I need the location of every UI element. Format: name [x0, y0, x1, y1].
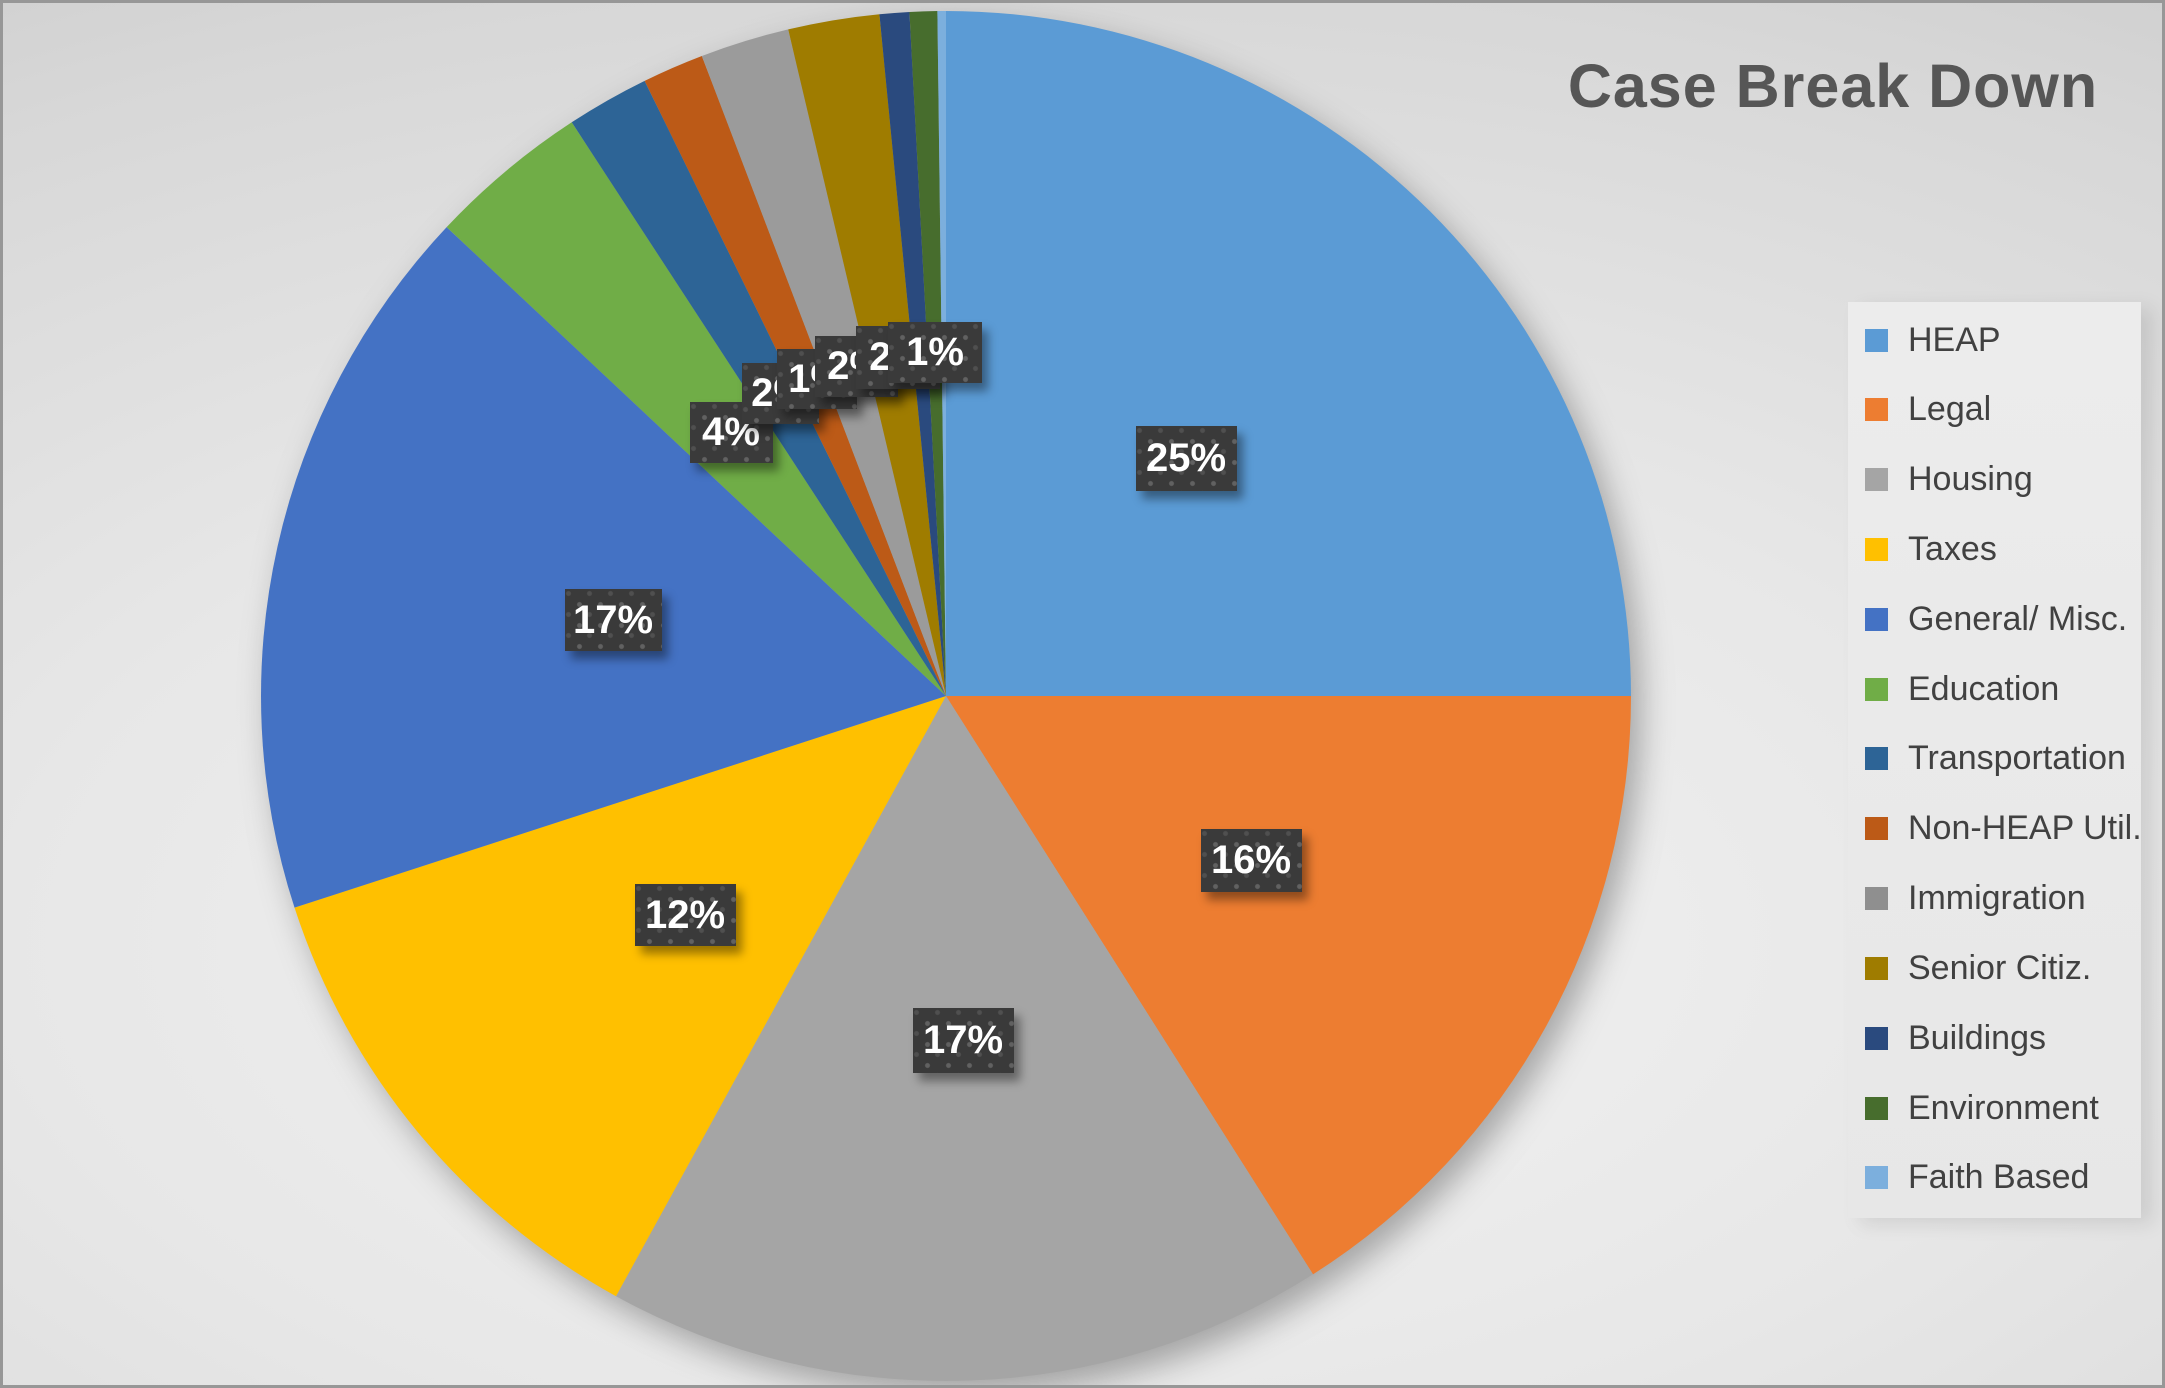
- pie-slice-legal[interactable]: [946, 696, 1631, 1275]
- pie-slice-taxes[interactable]: [294, 696, 946, 1297]
- legend-item-faith-based[interactable]: Faith Based: [1848, 1156, 2141, 1200]
- legend-item-general-misc[interactable]: General/ Misc.: [1848, 597, 2141, 641]
- legend-item-legal[interactable]: Legal: [1848, 388, 2141, 432]
- legend-label-buildings: Buildings: [1908, 1018, 2046, 1057]
- legend-item-immigration[interactable]: Immigration: [1848, 877, 2141, 921]
- legend-swatch-transportation: [1865, 747, 1888, 771]
- legend-item-heap[interactable]: HEAP: [1848, 318, 2141, 362]
- legend-label-housing: Housing: [1908, 460, 2033, 499]
- legend-item-education[interactable]: Education: [1848, 667, 2141, 711]
- legend-swatch-taxes: [1865, 537, 1888, 561]
- pie-chart: [261, 10, 1631, 1381]
- legend-item-environment[interactable]: Environment: [1848, 1086, 2141, 1130]
- legend-label-heap: HEAP: [1908, 320, 2001, 359]
- legend-label-transportation: Transportation: [1908, 739, 2126, 778]
- legend-item-housing[interactable]: Housing: [1848, 458, 2141, 502]
- legend-label-taxes: Taxes: [1908, 529, 1997, 568]
- legend-swatch-buildings: [1865, 1026, 1888, 1050]
- legend-swatch-general-misc: [1865, 607, 1888, 631]
- legend: HEAP Legal Housing Taxes General/ Misc. Educa…: [1848, 302, 2142, 1218]
- legend-item-transportation[interactable]: Transportation: [1848, 737, 2141, 781]
- legend-swatch-housing: [1865, 468, 1888, 492]
- legend-swatch-legal: [1865, 398, 1888, 422]
- data-label-general-misc[interactable]: 17%: [564, 589, 662, 651]
- legend-item-taxes[interactable]: Taxes: [1848, 527, 2141, 571]
- legend-swatch-non-heap-util: [1865, 817, 1888, 841]
- pie-slice-general-misc[interactable]: [261, 227, 946, 908]
- legend-item-non-heap-util[interactable]: Non-HEAP Util.: [1848, 807, 2142, 851]
- legend-label-environment: Environment: [1908, 1088, 2099, 1127]
- chart-title[interactable]: Case Break Down: [1567, 52, 2099, 120]
- data-label-legal[interactable]: 16%: [1200, 828, 1302, 892]
- legend-swatch-education: [1865, 677, 1888, 701]
- legend-swatch-heap: [1865, 328, 1888, 352]
- legend-label-faith-based: Faith Based: [1908, 1158, 2090, 1197]
- legend-item-senior-citiz[interactable]: Senior Citiz.: [1848, 946, 2141, 990]
- data-label-housing[interactable]: 17%: [912, 1007, 1014, 1073]
- legend-swatch-senior-citiz: [1865, 956, 1888, 980]
- legend-swatch-faith-based: [1865, 1166, 1888, 1190]
- legend-label-non-heap-util: Non-HEAP Util.: [1908, 809, 2142, 848]
- legend-swatch-immigration: [1865, 887, 1888, 911]
- legend-label-legal: Legal: [1908, 390, 1992, 429]
- legend-label-education: Education: [1908, 669, 2060, 708]
- pie-slice-heap[interactable]: [946, 11, 1631, 696]
- data-label-heap[interactable]: 25%: [1135, 425, 1237, 491]
- data-label-taxes[interactable]: 12%: [634, 884, 736, 946]
- data-label-buildings[interactable]: 1%: [888, 321, 982, 383]
- legend-label-general-misc: General/ Misc.: [1908, 599, 2128, 638]
- legend-label-immigration: Immigration: [1908, 879, 2086, 918]
- legend-item-buildings[interactable]: Buildings: [1848, 1016, 2141, 1060]
- legend-swatch-environment: [1865, 1096, 1888, 1120]
- legend-label-senior-citiz: Senior Citiz.: [1908, 948, 2092, 987]
